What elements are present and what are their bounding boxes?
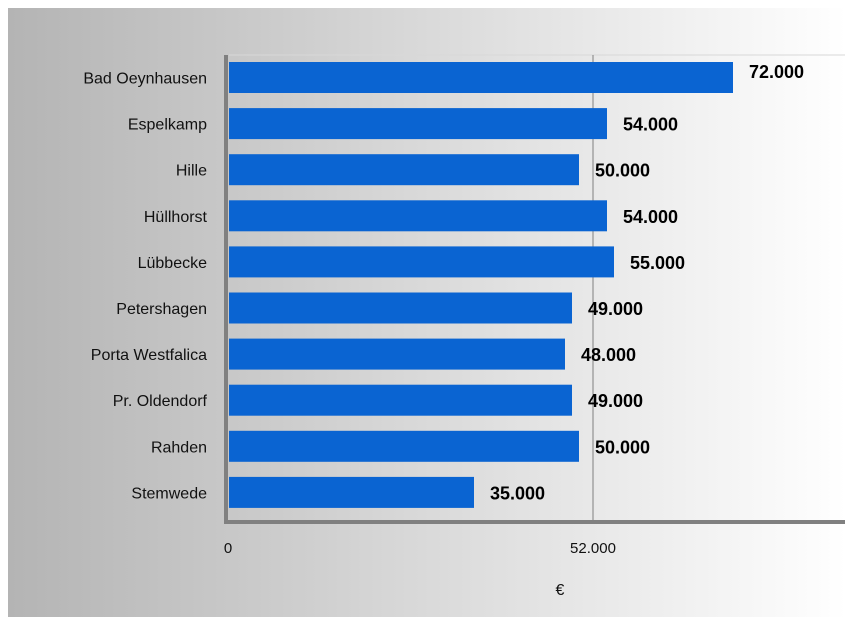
labels-layer: Bad Oeynhausen 72.000 Espelkamp 54.000 Hille… <box>83 62 804 557</box>
x-axis-line <box>224 520 845 524</box>
value-label-9: 35.000 <box>490 483 545 503</box>
value-label-2: 50.000 <box>595 161 650 181</box>
value-label-5: 49.000 <box>588 299 643 319</box>
value-label-7: 49.000 <box>588 391 643 411</box>
value-label-4: 55.000 <box>630 253 685 273</box>
value-label-6: 48.000 <box>581 345 636 365</box>
value-label-0: 72.000 <box>749 62 804 82</box>
bar-2 <box>229 154 579 186</box>
bar-0 <box>229 62 733 93</box>
category-label-1: Espelkamp <box>128 117 207 134</box>
bar-4 <box>229 246 614 278</box>
bar-6 <box>229 338 565 370</box>
x-tick-label-1: 52.000 <box>570 540 616 557</box>
x-tick-label-0: 0 <box>224 540 232 557</box>
bar-1 <box>229 108 607 140</box>
bar-8 <box>229 430 579 462</box>
category-label-4: Lübbecke <box>138 255 207 272</box>
bar-3 <box>229 200 607 232</box>
value-label-8: 50.000 <box>595 437 650 457</box>
y-axis-line <box>224 55 228 524</box>
value-label-3: 54.000 <box>623 207 678 227</box>
category-label-2: Hille <box>176 163 207 180</box>
value-label-1: 54.000 <box>623 115 678 135</box>
bar-5 <box>229 292 572 324</box>
category-label-8: Rahden <box>151 439 207 456</box>
category-label-5: Petershagen <box>116 301 207 318</box>
bar-9 <box>229 476 474 508</box>
category-label-6: Porta Westfalica <box>91 347 207 364</box>
x-axis-title: € <box>556 582 565 599</box>
category-label-3: Hüllhorst <box>144 209 208 226</box>
axes-layer <box>224 55 845 524</box>
bar-7 <box>229 384 572 416</box>
category-label-7: Pr. Oldendorf <box>113 393 208 410</box>
category-label-0: Bad Oeynhausen <box>83 71 207 88</box>
bars-layer <box>229 62 733 508</box>
category-label-9: Stemwede <box>131 485 207 502</box>
